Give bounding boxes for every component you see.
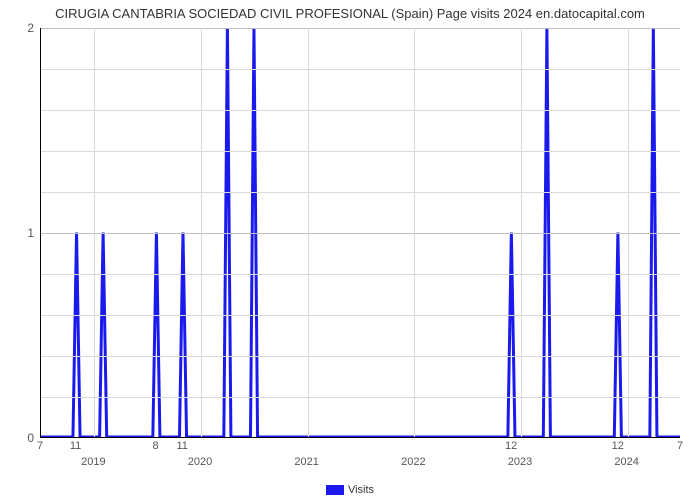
xtick-month-label: 7 xyxy=(677,440,683,452)
gridline-h xyxy=(41,28,680,29)
gridline-v xyxy=(94,28,95,437)
ytick-label: 1 xyxy=(18,226,34,240)
xtick-month-label: 11 xyxy=(70,440,81,452)
xtick-year-label: 2019 xyxy=(81,456,105,468)
xtick-month-label: 8 xyxy=(152,440,158,452)
legend-swatch xyxy=(326,485,344,495)
xtick-month-label: 7 xyxy=(37,440,43,452)
plot-area xyxy=(40,28,680,438)
gridline-v xyxy=(628,28,629,437)
ytick-label: 0 xyxy=(18,431,34,445)
gridline-h-minor xyxy=(41,397,680,398)
gridline-v xyxy=(414,28,415,437)
gridline-v xyxy=(201,28,202,437)
gridline-h-minor xyxy=(41,69,680,70)
ytick-label: 2 xyxy=(18,21,34,35)
gridline-v xyxy=(521,28,522,437)
chart-title: CIRUGIA CANTABRIA SOCIEDAD CIVIL PROFESI… xyxy=(0,6,700,21)
gridline-h-minor xyxy=(41,274,680,275)
gridline-h-minor xyxy=(41,151,680,152)
legend-label: Visits xyxy=(348,484,374,496)
legend: Visits xyxy=(0,484,700,496)
xtick-month-label: 12 xyxy=(505,440,517,452)
xtick-year-label: 2024 xyxy=(614,456,638,468)
xtick-year-label: 2020 xyxy=(188,456,212,468)
xtick-month-label: 12 xyxy=(612,440,624,452)
gridline-h-minor xyxy=(41,110,680,111)
gridline-h-minor xyxy=(41,356,680,357)
gridline-h xyxy=(41,233,680,234)
xtick-month-label: 11 xyxy=(177,440,188,452)
xtick-year-label: 2021 xyxy=(294,456,318,468)
gridline-h-minor xyxy=(41,192,680,193)
gridline-v xyxy=(308,28,309,437)
gridline-h-minor xyxy=(41,315,680,316)
xtick-year-label: 2022 xyxy=(401,456,425,468)
xtick-year-label: 2023 xyxy=(508,456,532,468)
